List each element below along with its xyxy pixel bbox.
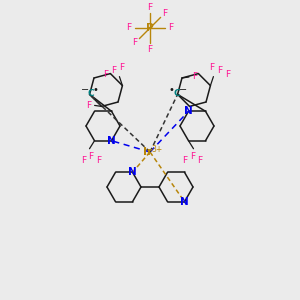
Text: F: F [182,156,187,165]
Text: F: F [190,152,195,161]
Text: C: C [87,89,94,98]
Text: N: N [180,197,189,207]
Text: F: F [81,156,86,165]
Text: F: F [225,70,230,79]
Text: F: F [147,44,153,53]
Text: −: − [80,85,88,95]
Text: F: F [111,66,116,75]
Text: P: P [146,23,154,33]
Text: F: F [168,23,174,32]
Text: F: F [119,63,124,72]
Text: F: F [162,9,167,18]
Text: F: F [88,152,93,161]
Text: F: F [126,23,132,32]
Text: Ir: Ir [143,147,153,157]
Text: F: F [217,66,222,75]
Text: F: F [86,101,91,110]
Text: F: F [192,73,197,82]
Text: N: N [128,167,137,177]
Text: F: F [133,38,138,47]
Text: −: − [178,85,187,95]
Text: N: N [107,136,116,146]
Text: F: F [209,63,214,72]
Text: F: F [103,70,108,79]
Text: •: • [169,85,175,95]
Text: F: F [96,156,101,165]
Text: N: N [184,106,193,116]
Text: F: F [147,2,153,11]
Text: 3+: 3+ [152,145,163,154]
Text: •: • [93,85,98,95]
Text: F: F [197,156,202,165]
Text: C: C [173,89,180,98]
